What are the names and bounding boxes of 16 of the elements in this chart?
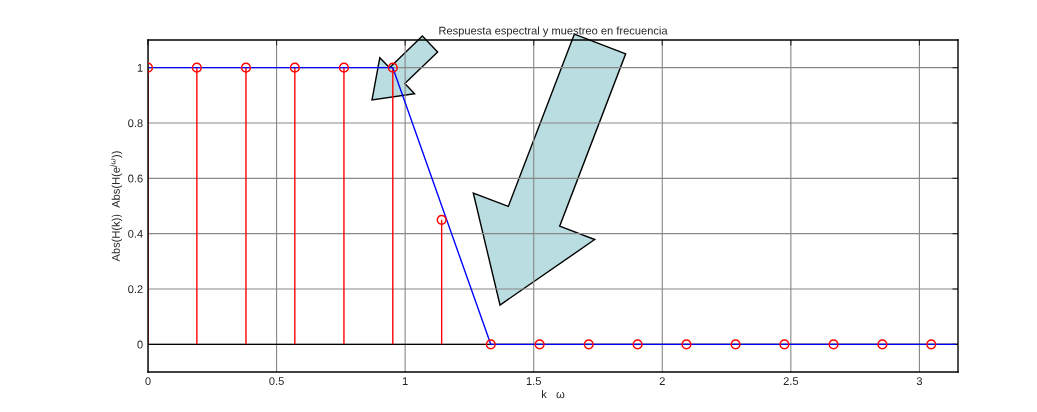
y-tick-label: 0.2 bbox=[128, 285, 143, 294]
x-tick-label: 1 bbox=[402, 377, 408, 385]
y-tick-label: 0.8 bbox=[128, 119, 143, 128]
y-axis-title: Abs(H(k)) Abs(H(e$^{jω}$)) bbox=[109, 151, 123, 262]
x-tick-label: 0 bbox=[145, 377, 151, 386]
x-tick-label: 0.5 bbox=[269, 377, 284, 386]
y-tick-label: 0.6 bbox=[128, 174, 143, 183]
x-tick-label: 3 bbox=[916, 377, 923, 386]
chart-title: Respuesta espectral y muestreo en frecuencia bbox=[439, 26, 668, 37]
x-tick-label: 2.5 bbox=[783, 377, 799, 386]
y-tick-label: 0 bbox=[137, 340, 143, 349]
x-axis-title: k ω bbox=[542, 390, 565, 399]
x-tick-label: 1.5 bbox=[526, 377, 541, 386]
x-tick-label: 2 bbox=[659, 377, 665, 385]
y-tick-label: 0.4 bbox=[128, 229, 143, 238]
y-tick-label: 1 bbox=[137, 64, 143, 72]
